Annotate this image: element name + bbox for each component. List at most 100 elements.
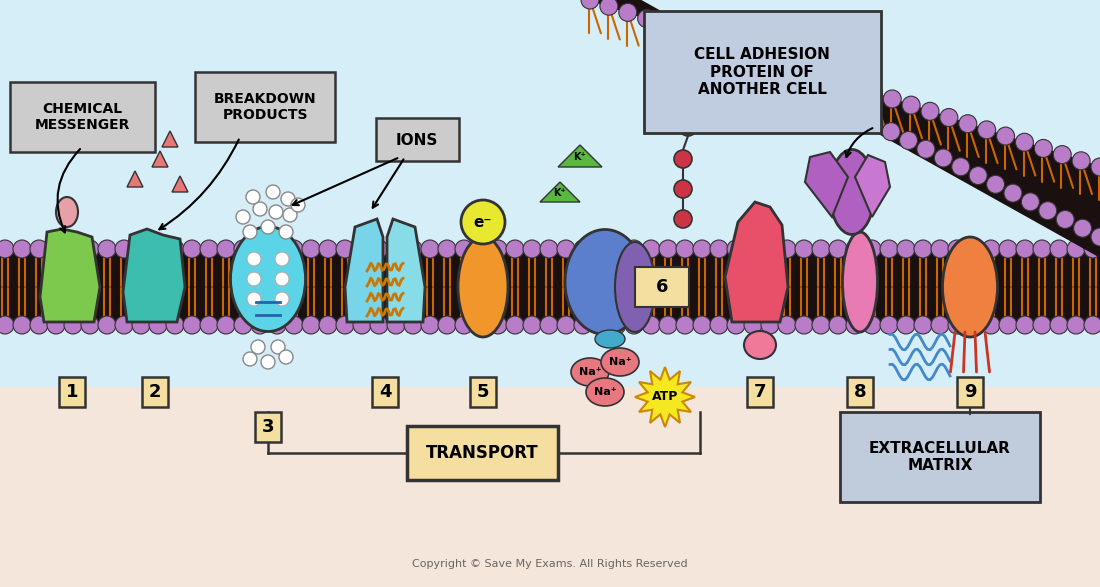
Circle shape (727, 316, 745, 334)
Polygon shape (152, 151, 168, 167)
Ellipse shape (565, 230, 645, 335)
Circle shape (557, 316, 575, 334)
Text: K⁺: K⁺ (573, 152, 586, 162)
FancyBboxPatch shape (840, 412, 1040, 502)
Circle shape (81, 316, 99, 334)
Circle shape (865, 84, 882, 102)
Circle shape (116, 240, 133, 258)
Circle shape (387, 316, 405, 334)
Circle shape (472, 240, 490, 258)
Circle shape (900, 131, 917, 150)
Circle shape (266, 185, 280, 199)
Circle shape (770, 53, 788, 71)
Circle shape (948, 316, 966, 334)
Circle shape (865, 114, 882, 132)
Text: 6: 6 (656, 278, 668, 296)
Circle shape (931, 316, 949, 334)
Circle shape (292, 198, 305, 212)
Circle shape (1067, 240, 1085, 258)
Circle shape (982, 316, 1000, 334)
Circle shape (914, 240, 932, 258)
Circle shape (778, 240, 796, 258)
Polygon shape (805, 152, 848, 217)
Circle shape (183, 316, 201, 334)
Circle shape (674, 150, 692, 168)
FancyBboxPatch shape (635, 267, 689, 307)
Polygon shape (558, 145, 602, 167)
Polygon shape (387, 219, 425, 322)
Circle shape (275, 292, 289, 306)
Circle shape (98, 240, 116, 258)
Circle shape (13, 316, 31, 334)
Polygon shape (126, 171, 143, 187)
Circle shape (674, 210, 692, 228)
Ellipse shape (231, 227, 306, 332)
Circle shape (591, 240, 609, 258)
Circle shape (676, 316, 694, 334)
Circle shape (1050, 316, 1068, 334)
Circle shape (421, 240, 439, 258)
Ellipse shape (829, 150, 874, 234)
Circle shape (608, 240, 626, 258)
Circle shape (761, 240, 779, 258)
Ellipse shape (458, 237, 508, 337)
Circle shape (387, 240, 405, 258)
Circle shape (982, 240, 1000, 258)
Polygon shape (162, 131, 178, 147)
Circle shape (619, 4, 637, 21)
Polygon shape (590, 0, 1100, 257)
Circle shape (64, 240, 82, 258)
Circle shape (438, 316, 456, 334)
Circle shape (1033, 316, 1050, 334)
Circle shape (166, 240, 184, 258)
Text: Na⁺: Na⁺ (594, 387, 616, 397)
Circle shape (864, 316, 881, 334)
Circle shape (353, 316, 371, 334)
Circle shape (896, 240, 915, 258)
Circle shape (921, 102, 939, 120)
Circle shape (261, 220, 275, 234)
Circle shape (132, 316, 150, 334)
Circle shape (248, 272, 261, 286)
Circle shape (370, 240, 388, 258)
Bar (0, 247, 1100, 327)
Circle shape (751, 47, 769, 65)
Text: 5: 5 (476, 383, 490, 401)
FancyBboxPatch shape (644, 11, 881, 133)
Circle shape (812, 316, 830, 334)
Circle shape (261, 355, 275, 369)
Circle shape (438, 240, 456, 258)
Circle shape (1016, 240, 1034, 258)
Circle shape (959, 114, 977, 133)
Circle shape (217, 316, 235, 334)
Polygon shape (635, 367, 695, 427)
Circle shape (132, 240, 150, 258)
Circle shape (455, 316, 473, 334)
Circle shape (710, 240, 728, 258)
Circle shape (116, 316, 133, 334)
Circle shape (336, 316, 354, 334)
Polygon shape (172, 176, 188, 192)
Circle shape (275, 272, 289, 286)
Circle shape (727, 240, 745, 258)
Circle shape (490, 240, 507, 258)
Circle shape (319, 316, 337, 334)
Ellipse shape (56, 197, 78, 227)
Circle shape (336, 240, 354, 258)
Circle shape (642, 240, 660, 258)
Ellipse shape (615, 242, 654, 332)
Circle shape (248, 292, 261, 306)
Text: EXTRACELLULAR
MATRIX: EXTRACELLULAR MATRIX (869, 441, 1011, 473)
Circle shape (370, 316, 388, 334)
Circle shape (47, 240, 65, 258)
Circle shape (600, 0, 618, 15)
Circle shape (733, 41, 750, 59)
Circle shape (81, 240, 99, 258)
Circle shape (742, 52, 761, 70)
Circle shape (694, 28, 713, 46)
Circle shape (166, 316, 184, 334)
Circle shape (268, 316, 286, 334)
Circle shape (472, 316, 490, 334)
Polygon shape (540, 182, 580, 202)
Circle shape (1034, 140, 1053, 157)
